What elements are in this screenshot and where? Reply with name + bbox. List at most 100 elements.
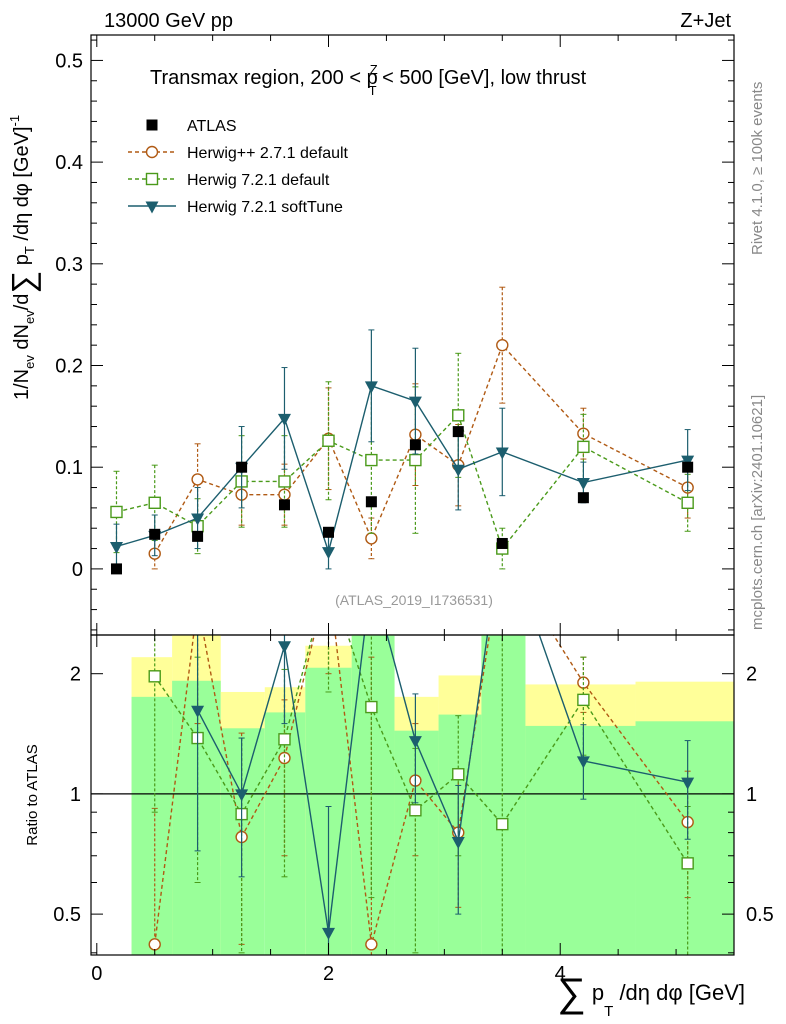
ratio-point [576,756,590,769]
uncertainty-band-green [481,635,526,955]
legend-label: ATLAS [187,118,237,135]
y-tick-label: 0.1 [55,457,83,479]
ratio-point [235,789,249,802]
ratio-point [278,751,291,765]
main-panel: Transmax region, 200 < pZ T < 500 [GeV], … [5,34,735,636]
ratio-point [192,598,203,609]
series-herwig721 [110,352,694,570]
ratio-y-tick-label: 2 [70,664,81,686]
data-point [236,461,248,473]
data-point [452,409,465,422]
data-point [452,426,464,438]
series-line [116,384,688,555]
data-point [278,499,290,511]
series-atlas [110,426,694,575]
legend-marker [146,119,158,131]
data-point [576,477,590,490]
data-point [409,453,422,467]
data-point [192,530,204,542]
uncertainty-band-green [394,730,439,955]
ratio-point [365,700,378,714]
legend: ATLAS Herwig++ 2.7.1 default Herwig 7.2.1 … [128,118,349,216]
ratio-point [277,641,291,654]
data-point [277,413,291,426]
ratio-line [196,635,688,933]
ratio-point [681,857,694,870]
ratio-point [681,777,695,790]
ratio-point [365,938,378,951]
data-point [577,427,590,440]
data-point [681,455,695,468]
ratio-point [452,768,465,781]
data-point [451,464,465,477]
legend-label: Herwig 7.2.1 softTune [187,199,343,216]
data-point [365,532,378,545]
data-point [682,461,694,473]
data-point [681,496,694,509]
ratio-y-tick-label-right: 2 [746,664,757,686]
y-axis-label: 1/Nev dNev/d∑ pT /dη dφ [GeV]-1 [5,115,41,400]
data-point [364,381,378,394]
ratio-frame [90,634,735,956]
ratio-y-tick-label-right: 0.5 [746,904,774,926]
legend-marker [145,145,159,159]
uncertainty-band-green [525,725,636,955]
ratio-y-tick-label: 0.5 [53,904,81,926]
ratio-point [191,705,205,718]
series-softtune [109,329,695,570]
ratio-point [577,693,590,707]
uncertainty-band-green [172,680,221,955]
ratio-point [323,571,334,582]
ratio-point [323,571,334,582]
series-line [154,343,689,554]
data-point [365,496,377,508]
ratio-point [278,733,291,746]
analysis-watermark: (ATLAS_2019_I1736531) [335,592,493,608]
ratio-y-axis-label: Ratio to ATLAS [24,744,41,845]
uncertainty-band-green [264,712,306,955]
y-tick-label: 0.5 [55,50,83,72]
rivet-version-label: Rivet 4.1.0, ≥ 100k events [749,82,766,255]
data-point [577,440,590,454]
ratio-series-softtune [191,572,695,955]
uncertainty-band-green [131,696,173,955]
ratio-point [451,837,465,850]
data-point [496,537,508,549]
data-point [110,563,122,575]
x-tick-label: 0 [91,963,102,985]
ratio-panel: 0.5 0.5 1 1 2 2 0 2 4 Ratio to ATLAS ∑ pT /dη dφ… [24,571,774,1020]
ratio-point [365,572,378,584]
ratio-point [322,927,336,940]
plot-title: Transmax region, 200 < pZ T < 500 [GeV], … [150,62,587,98]
data-point [577,492,589,504]
x-tick-label: 4 [555,963,566,985]
data-point [322,434,335,447]
data-point [496,338,509,352]
ratio-y-tick-label-right: 1 [746,784,757,806]
data-point [110,505,123,519]
data-point [495,447,509,460]
uncertainty-band-green [351,635,395,955]
data-point [149,528,161,540]
ratio-point [148,670,161,683]
data-point [191,513,205,526]
header-process-label: Z+Jet [680,10,731,32]
uncertainty-band-green [635,721,734,955]
header-energy-label: 13000 GeV pp [104,10,233,32]
series-line [116,413,689,551]
data-point [322,547,336,560]
data-point [191,473,204,486]
data-point [109,542,123,555]
legend-marker [145,201,159,214]
series-herwigpp [148,286,694,570]
data-point [148,496,161,509]
y-tick-label: 0.3 [55,254,83,276]
x-tick-label: 2 [323,963,334,985]
ratio-y-tick-label: 1 [70,784,81,806]
legend-label: Herwig++ 2.7.1 default [187,145,349,162]
y-tick-label: 0.4 [55,152,83,174]
mcplots-source-label: mcplots.cern.ch [arXiv:2401.10621] [749,395,766,630]
legend-marker [145,172,159,186]
data-point [409,439,421,451]
